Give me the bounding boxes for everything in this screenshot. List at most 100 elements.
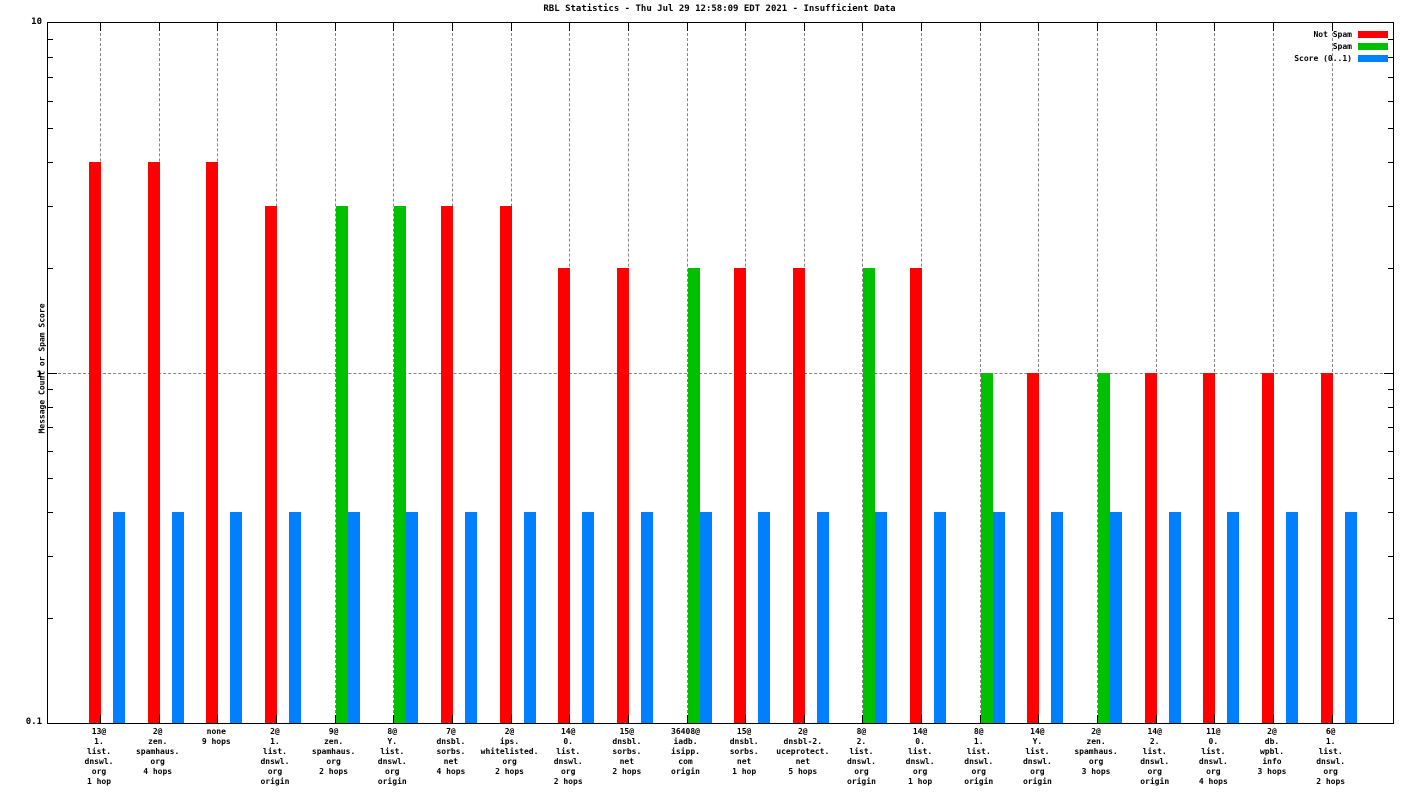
x-label-line: net xyxy=(795,757,811,766)
x-tick-top xyxy=(921,23,923,31)
x-label-line: 2 hops xyxy=(612,767,642,776)
bar-score xyxy=(1110,512,1123,723)
vertical-gridline xyxy=(979,23,981,723)
y-minor-tick-left xyxy=(48,450,53,452)
x-label-line: zen. xyxy=(323,737,344,746)
y-minor-tick-right xyxy=(1388,478,1393,480)
x-tick-top xyxy=(334,23,336,31)
x-label-line: list. xyxy=(556,747,581,756)
x-label-line: org xyxy=(1147,767,1162,776)
bar-not-spam xyxy=(910,267,923,723)
x-label-line: 6@ xyxy=(1325,727,1336,736)
x-label-line: list. xyxy=(1318,747,1343,756)
x-label-line: dnswl. xyxy=(84,757,114,766)
x-label-line: 1. xyxy=(1325,737,1336,746)
bar-score xyxy=(875,512,888,723)
x-tick-top xyxy=(1331,23,1333,31)
x-label-line: whitelisted. xyxy=(480,747,539,756)
x-label-line: wpbl. xyxy=(1259,747,1285,756)
x-tick-bottom xyxy=(451,715,453,723)
x-tick-bottom xyxy=(627,715,629,723)
bar-not-spam xyxy=(1320,373,1333,723)
x-label-line: com xyxy=(678,757,693,766)
x-tick-bottom xyxy=(217,715,219,723)
y-axis-label: Message Count or Spam Score xyxy=(37,303,47,434)
legend: Not Spam Spam Score (0..1) xyxy=(1294,28,1388,64)
legend-swatch-score xyxy=(1358,54,1388,62)
x-label-line: org xyxy=(971,767,986,776)
x-label-line: 7@ xyxy=(446,727,456,736)
x-label-line: 9 hops xyxy=(201,737,231,746)
x-label-line: 2@ xyxy=(152,727,163,736)
x-label-line: list. xyxy=(380,747,405,756)
y-minor-tick-right xyxy=(1388,100,1393,102)
x-label-line: 0. xyxy=(563,737,573,746)
x-label: 8@ 2. list. dnswl. org origin xyxy=(806,727,916,787)
bar-spam xyxy=(394,206,407,723)
bar-score xyxy=(992,512,1005,723)
x-label-line: sorbs. xyxy=(436,747,466,756)
y-minor-tick-left xyxy=(48,406,53,408)
x-label: 13@ 1. list. dnswl. org 1 hop xyxy=(44,727,154,787)
x-label-line: origin xyxy=(964,777,994,786)
x-tick-bottom xyxy=(1273,715,1274,723)
x-label-line: dnswl. xyxy=(905,757,935,766)
x-label-line: 8@ xyxy=(387,727,398,736)
x-label-line: org xyxy=(1088,757,1104,766)
x-label: 2@ 1. list. dnswl. org origin xyxy=(220,727,330,787)
legend-item-not-spam: Not Spam xyxy=(1294,28,1388,40)
x-label-line: org xyxy=(854,767,869,776)
y-minor-tick-right xyxy=(1388,77,1393,79)
x-label-line: 2@ xyxy=(797,727,808,736)
bar-not-spam xyxy=(147,162,160,723)
x-label-line: iadb. xyxy=(673,737,698,746)
x-label-line: 1. xyxy=(270,737,280,746)
x-tick-bottom xyxy=(510,715,512,723)
x-label-line: zen. xyxy=(1086,737,1106,746)
x-label-line: list. xyxy=(86,747,112,756)
plot-area: Not Spam Spam Score (0..1) xyxy=(47,22,1394,724)
x-label-line: net xyxy=(619,757,635,766)
x-label-line: spamhaus. xyxy=(311,747,356,756)
x-label-line: 9@ xyxy=(328,727,339,736)
x-label: 8@ 1. list. dnswl. org origin xyxy=(924,727,1034,787)
x-tick-bottom xyxy=(1214,715,1216,723)
y-minor-tick-left xyxy=(48,427,53,429)
x-label-line: dnsbl. xyxy=(436,737,466,746)
x-tick-bottom xyxy=(393,715,395,723)
x-label-line: Y. xyxy=(387,737,398,746)
x-label-line: 1 hop xyxy=(732,767,757,776)
bar-score xyxy=(1227,512,1240,723)
x-label-line: zen. xyxy=(148,737,168,746)
bar-spam xyxy=(980,373,993,723)
y-tick-label-10: 10 xyxy=(31,17,42,27)
x-label-line: dnswl. xyxy=(846,757,876,766)
x-label-line: dnswl. xyxy=(1316,757,1346,766)
x-label-line: 13@ xyxy=(91,727,107,736)
x-tick-bottom xyxy=(803,715,805,723)
legend-label-score: Score (0..1) xyxy=(1294,53,1352,63)
bar-spam xyxy=(687,267,700,723)
bar-not-spam xyxy=(734,267,747,723)
x-label-line: 2 hops xyxy=(1316,777,1346,786)
x-label-line: 2 hops xyxy=(495,767,524,776)
y-minor-tick-right xyxy=(1388,389,1393,390)
y-minor-tick-right xyxy=(1388,512,1393,514)
x-tick-bottom xyxy=(569,715,571,723)
bar-not-spam xyxy=(558,267,571,723)
x-label-line: dnswl. xyxy=(260,757,290,766)
x-label-line: 2@ xyxy=(504,727,515,736)
x-label-line: 0. xyxy=(1208,737,1219,746)
x-label-line: info xyxy=(1262,757,1282,766)
x-label-line: org xyxy=(326,757,341,766)
y-minor-tick-left xyxy=(48,267,53,269)
bar-not-spam xyxy=(616,267,629,723)
bar-spam xyxy=(863,267,876,723)
y-minor-tick-left xyxy=(48,478,53,480)
x-label-line: Y. xyxy=(1032,737,1043,746)
x-tick-bottom xyxy=(862,715,864,723)
bar-score xyxy=(699,512,712,723)
bar-not-spam xyxy=(792,267,805,723)
y-minor-tick-left xyxy=(48,56,53,58)
